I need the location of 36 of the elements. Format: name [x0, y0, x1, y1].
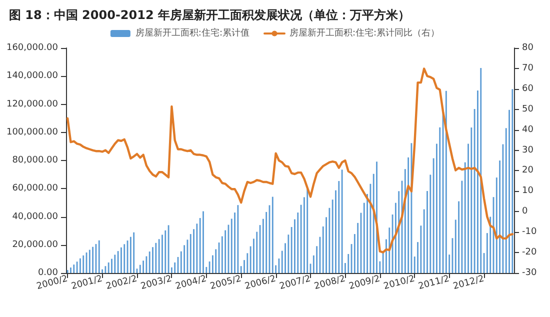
- y-tick-label: 120,000.00: [6, 99, 58, 110]
- x-tick-label: 2009/2: [348, 274, 382, 292]
- y-tick-label: 100,000.00: [6, 127, 58, 138]
- x-tick-label: 2006/2: [244, 274, 278, 292]
- y2-tick-label: 50: [522, 104, 534, 114]
- x-tick-label: 2008/2: [313, 274, 347, 292]
- y-tick-label: 40,000.00: [12, 212, 58, 222]
- chart-title: 图 18：中国 2000-2012 年房屋新开工面积发展状况（单位：万平方米）: [9, 8, 410, 22]
- y2-tick-label: 60: [522, 84, 534, 94]
- y2-tick-label: 0: [522, 206, 528, 217]
- y2-tick-label: 80: [522, 43, 534, 53]
- y2-tick-label: 30: [522, 145, 534, 156]
- x-tick-label: 2003/2: [140, 274, 173, 292]
- y-tick-label: 60,000.00: [12, 184, 58, 194]
- x-tick-label: 2004/2: [174, 274, 208, 292]
- x-tick-label: 2010/2: [382, 274, 416, 292]
- y-tick-label: 160,000.00: [6, 43, 58, 53]
- x-tick-label: 2001/2: [70, 274, 104, 292]
- y-tick-label: 20,000.00: [12, 240, 58, 250]
- y2-tick-label: -30: [522, 268, 537, 278]
- x-tick-label: 2011/2: [417, 274, 451, 292]
- y2-tick-label: -10: [522, 227, 537, 238]
- y2-tick-label: 70: [522, 63, 534, 74]
- y-tick-label: 140,000.00: [6, 71, 58, 82]
- y2-tick-label: 40: [522, 124, 534, 135]
- x-tick-label: 2012/2: [452, 274, 486, 292]
- y2-tick-label: -20: [522, 248, 537, 258]
- x-tick-label: 2007/2: [278, 274, 312, 292]
- x-tick-label: 2002/2: [105, 274, 138, 292]
- line-series: [66, 68, 514, 254]
- y-tick-label: 80,000.00: [12, 156, 58, 166]
- legend-label: 房屋新开工面积:住宅:累计同比（右）: [290, 28, 440, 38]
- y2-tick-label: 20: [522, 166, 534, 176]
- legend-label: 房屋新开工面积:住宅:累计值: [135, 28, 250, 38]
- x-tick-label: 2005/2: [209, 274, 242, 292]
- y2-tick-label: 10: [522, 186, 534, 196]
